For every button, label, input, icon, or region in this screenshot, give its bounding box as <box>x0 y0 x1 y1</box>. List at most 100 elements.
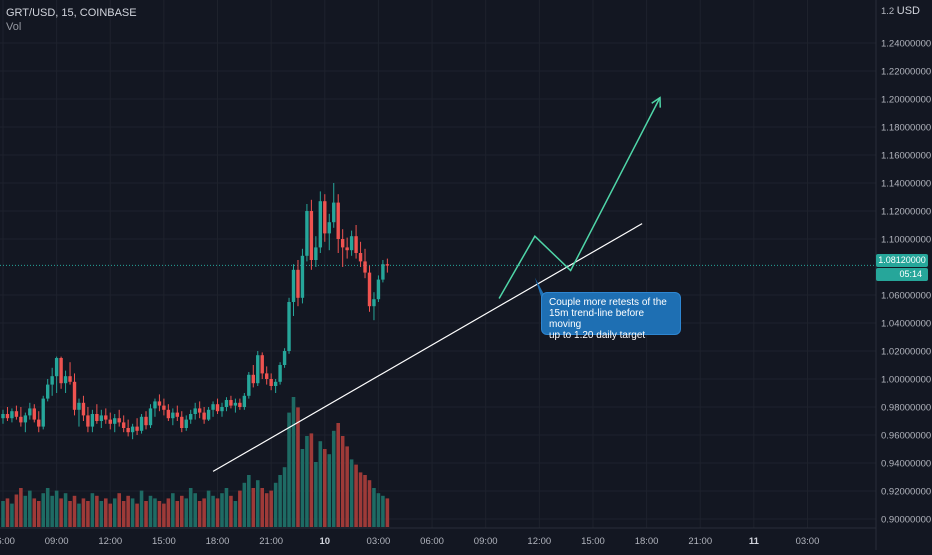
volume-bar <box>59 498 63 527</box>
volume-bar <box>331 430 336 527</box>
candle-body <box>99 415 104 421</box>
time-tick-label: 12:00 <box>527 536 551 547</box>
volume-bar <box>251 488 256 527</box>
volume-bar <box>108 503 113 527</box>
volume-bar <box>385 498 390 527</box>
volume-bar <box>144 501 148 527</box>
time-tick-label: 12:00 <box>98 536 122 547</box>
candle-body <box>376 279 381 300</box>
candle-body <box>278 365 282 382</box>
time-tick-label: 18:00 <box>635 536 659 547</box>
candle-body <box>215 404 220 412</box>
time-tick-label: 09:00 <box>45 536 69 547</box>
volume-bar <box>340 436 345 527</box>
volume-bar <box>135 503 139 527</box>
volume-bar <box>349 459 354 527</box>
price-tick-label-top: 1.2 <box>881 6 894 17</box>
candle-body <box>162 405 166 410</box>
price-tick-label: 1.20000000 <box>881 95 931 106</box>
volume-bar <box>260 488 265 527</box>
price-tick-label: 0.96000000 <box>881 431 931 442</box>
volume-bar <box>215 498 220 527</box>
candle-body <box>336 202 340 239</box>
price-tick-label: 0.98000000 <box>881 403 931 414</box>
candle-body <box>90 414 95 427</box>
price-tick-label: 0.90000000 <box>881 515 931 526</box>
volume-bar <box>148 495 153 527</box>
volume-bar <box>45 488 50 527</box>
volume-bar <box>247 475 251 527</box>
volume-bars <box>1 397 390 527</box>
volume-bar <box>269 490 273 527</box>
candle-body <box>63 376 68 384</box>
volume-bar <box>28 490 32 527</box>
candle-body <box>251 374 255 384</box>
time-tick-label: 15:00 <box>152 536 176 547</box>
candle-body <box>242 395 247 407</box>
candle-body <box>184 419 188 428</box>
volume-bar <box>363 475 367 527</box>
candle-body <box>363 261 367 273</box>
volume-bar <box>305 436 309 527</box>
price-tick-label: 1.18000000 <box>881 123 931 134</box>
volume-bar <box>296 407 300 527</box>
candle-body <box>197 408 202 413</box>
volume-bar <box>32 498 37 527</box>
candle-body <box>358 253 363 262</box>
candle-body <box>175 412 180 417</box>
volume-bar <box>23 495 28 527</box>
volume-bar <box>282 467 287 527</box>
price-tick-label: 1.12000000 <box>881 207 931 218</box>
candle-body <box>32 408 36 420</box>
last-price-tag: 1.08120000 <box>876 254 928 267</box>
price-tick-label: 0.94000000 <box>881 459 931 470</box>
candle-body <box>45 384 50 399</box>
candle-body <box>367 272 372 307</box>
candle-body <box>300 255 305 298</box>
candle-body <box>28 408 32 416</box>
volume-bar <box>381 495 385 527</box>
currency-label: USD <box>896 5 920 17</box>
candle-body <box>104 415 108 420</box>
volume-bar <box>130 498 135 527</box>
volume-bar <box>291 397 296 527</box>
volume-bar <box>36 501 41 527</box>
time-tick-label: 06:00 <box>420 536 444 547</box>
candle-body <box>5 414 10 419</box>
price-tick-label: 1.04000000 <box>881 319 931 330</box>
time-tick-label: 15:00 <box>581 536 605 547</box>
grid <box>0 0 876 528</box>
volume-bar <box>242 482 247 527</box>
candle-body <box>193 408 197 414</box>
candle-body <box>340 239 345 248</box>
annotation-callout[interactable]: Couple more retests of the 15m trend-lin… <box>541 292 681 341</box>
candle-body <box>211 404 215 410</box>
volume-bar <box>188 488 193 527</box>
time-tick-label: 03:00 <box>796 536 820 547</box>
volume-bar <box>41 493 46 527</box>
candle-body <box>206 409 211 420</box>
candle-body <box>41 398 45 427</box>
volume-bar <box>175 501 180 527</box>
candle-body <box>86 415 90 427</box>
price-tick-label: 1.02000000 <box>881 347 931 358</box>
volume-bar <box>54 490 59 527</box>
volume-bar <box>90 493 95 527</box>
volume-bar <box>121 501 126 527</box>
volume-bar <box>327 454 332 527</box>
volume-bar <box>5 498 10 527</box>
volume-bar <box>50 495 54 527</box>
candle-body <box>349 236 354 251</box>
volume-bar <box>220 493 224 527</box>
time-axis: 06:00 09:00 12:00 15:00 18:00 21:00 10 03:00 06:… <box>0 527 876 547</box>
candle-body <box>10 411 14 419</box>
volume-bar <box>264 493 269 527</box>
candle-body <box>247 374 251 396</box>
volume-bar <box>68 501 72 527</box>
candle-body <box>72 381 77 410</box>
candle-body <box>233 402 238 406</box>
candle-body <box>309 211 314 260</box>
